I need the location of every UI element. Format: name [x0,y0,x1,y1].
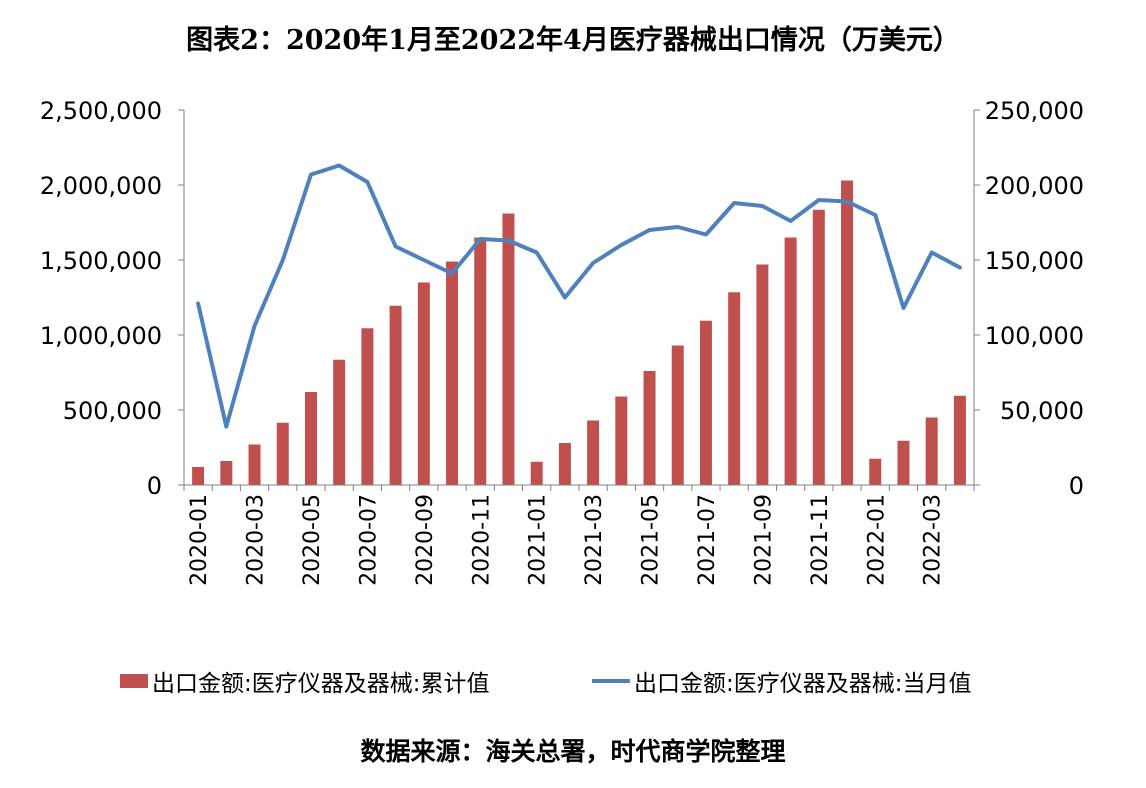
left-tick-label: 2,500,000 [40,97,162,125]
legend-line-swatch [592,679,630,683]
x-tick-label: 2021-05 [639,494,664,586]
x-tick-label: 2020-11 [469,494,494,586]
x-tick-label: 2020-07 [356,494,381,586]
chart-title: 图表2：2020年1月至2022年4月医疗器械出口情况（万美元） [186,25,960,56]
bar-2020-09 [417,282,430,485]
right-tick-label: 50,000 [1000,397,1084,425]
source-note: 数据来源：海关总署，时代商学院整理 [360,737,786,766]
x-tick-label: 2021-03 [582,494,607,586]
right-tick-label: 100,000 [985,322,1084,350]
left-tick-label: 1,000,000 [40,322,162,350]
x-tick-label: 2022-01 [864,494,889,586]
x-tick-label: 2020-09 [413,494,438,586]
axes [178,109,980,491]
bar-2022-04 [953,395,966,485]
bar-2020-05 [304,392,317,485]
axis-labels: 0 500,000 1,000,000 1,500,000 2,000,000 2,500… [40,97,1084,586]
bar-2021-10 [784,237,797,485]
legend: 出口金额:医疗仪器及器械:累计值 出口金额:医疗仪器及器械:当月值 [0,664,1146,700]
bar-2021-09 [756,264,769,485]
legend-item-monthly: 出口金额:医疗仪器及器械:当月值 [592,664,972,698]
legend-label-monthly: 出口金额:医疗仪器及器械:当月值 [634,671,972,697]
x-tick-label: 2021-11 [808,494,833,586]
bar-2022-03 [925,417,938,485]
bar-2021-05 [643,371,656,485]
x-tick-label: 2022-03 [921,494,946,586]
right-tick-label: 200,000 [985,172,1084,200]
bar-2021-07 [699,320,712,485]
bar-2020-11 [474,237,487,485]
left-tick-label: 500,000 [63,397,162,425]
x-tick-label: 2021-07 [695,494,720,586]
bar-2020-06 [333,359,346,485]
x-tick-label: 2021-09 [751,494,776,586]
right-tick-label: 150,000 [985,247,1084,275]
bar-2020-10 [446,261,459,485]
right-tick-label: 0 [1069,472,1084,500]
left-tick-label: 2,000,000 [40,172,162,200]
left-tick-label: 1,500,000 [40,247,162,275]
bar-2020-07 [361,328,374,485]
bar-2021-01 [530,461,543,485]
bar-2022-02 [897,440,910,485]
x-tick-label: 2020-05 [300,494,325,586]
bar-2021-08 [728,292,741,485]
bar-2020-03 [248,444,261,485]
x-tick-label: 2020-01 [187,494,212,586]
line-series [196,163,962,429]
x-tick-label: 2020-03 [244,494,269,586]
bar-series [192,180,966,485]
bar-2021-03 [587,420,600,485]
bar-2021-02 [558,443,571,485]
bar-2021-04 [615,396,628,485]
bar-2021-06 [671,345,684,485]
monthly-line [196,163,962,429]
right-tick-label: 250,000 [985,97,1084,125]
legend-item-cumulative: 出口金额:医疗仪器及器械:累计值 [120,664,490,698]
legend-bar-swatch [120,674,148,688]
bar-2021-11 [812,209,825,485]
bar-2020-12 [502,213,515,485]
bar-2021-12 [841,180,854,485]
bar-2020-01 [192,467,205,485]
bar-2020-02 [220,461,233,485]
bar-2020-04 [276,422,289,485]
bar-2020-08 [389,305,402,485]
left-tick-label: 0 [147,472,162,500]
bar-2022-01 [869,458,882,485]
x-tick-label: 2021-01 [526,494,551,586]
legend-label-cumulative: 出口金额:医疗仪器及器械:累计值 [152,671,490,697]
